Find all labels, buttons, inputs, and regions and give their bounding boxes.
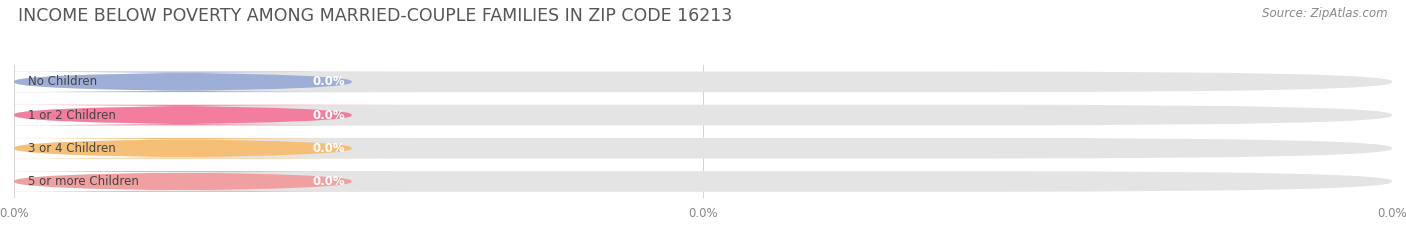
FancyBboxPatch shape <box>0 72 420 92</box>
Text: 0.0%: 0.0% <box>312 142 344 155</box>
FancyBboxPatch shape <box>0 171 420 192</box>
FancyBboxPatch shape <box>14 171 1392 192</box>
FancyBboxPatch shape <box>0 105 420 125</box>
Text: 1 or 2 Children: 1 or 2 Children <box>28 109 115 122</box>
Text: 0.0%: 0.0% <box>312 75 344 88</box>
Text: INCOME BELOW POVERTY AMONG MARRIED-COUPLE FAMILIES IN ZIP CODE 16213: INCOME BELOW POVERTY AMONG MARRIED-COUPL… <box>18 7 733 25</box>
Text: 0.0%: 0.0% <box>312 109 344 122</box>
Text: Source: ZipAtlas.com: Source: ZipAtlas.com <box>1263 7 1388 20</box>
FancyBboxPatch shape <box>0 138 420 158</box>
Text: 0.0%: 0.0% <box>312 175 344 188</box>
FancyBboxPatch shape <box>14 138 1392 158</box>
FancyBboxPatch shape <box>14 72 1392 92</box>
Text: No Children: No Children <box>28 75 97 88</box>
FancyBboxPatch shape <box>14 105 1392 125</box>
Text: 3 or 4 Children: 3 or 4 Children <box>28 142 115 155</box>
Text: 5 or more Children: 5 or more Children <box>28 175 139 188</box>
